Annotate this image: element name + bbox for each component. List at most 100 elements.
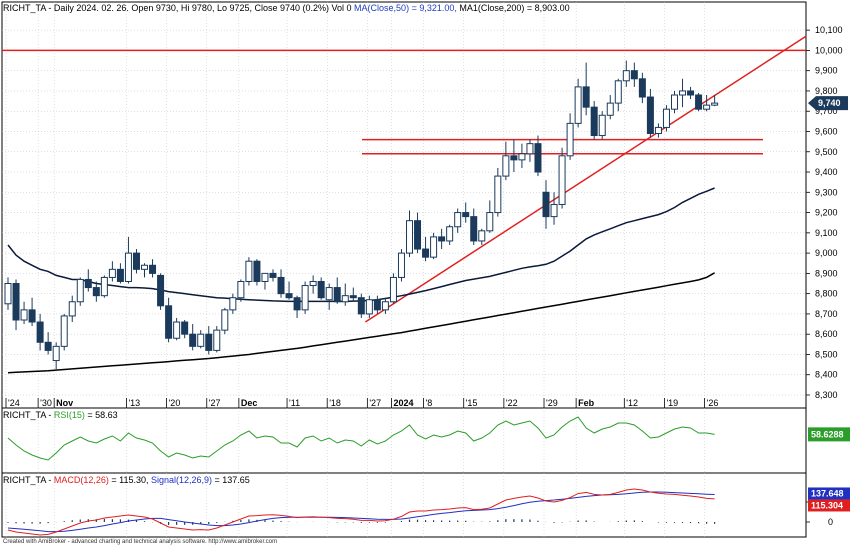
candle-body [149, 264, 157, 274]
candle-body [526, 143, 534, 155]
candle-body [430, 236, 438, 258]
candle-body [446, 226, 454, 242]
price-panel-title: RICHT_TA - Daily 2024. 02. 26. Open 9730… [3, 3, 570, 13]
rsi-panel-title: RICHT_TA - RSI(15) = 58.63 [3, 410, 118, 420]
candle-body [44, 341, 52, 351]
candle-body [582, 86, 590, 108]
candle-body [197, 333, 205, 347]
candle-body [703, 104, 711, 110]
candle-body [711, 102, 719, 106]
price-tick-label: 9,700 [815, 106, 838, 116]
candle-body [76, 278, 84, 303]
candle-body [406, 220, 413, 254]
candle-body [333, 287, 341, 303]
candle-body [189, 333, 197, 347]
candle-body [317, 280, 325, 299]
candle-body [687, 90, 695, 96]
candle-body [462, 212, 470, 218]
grid [1, 1, 807, 538]
rsi-tag-label: 58.6288 [811, 429, 844, 439]
price-tick-label: 10,000 [815, 45, 843, 55]
candle-body [510, 155, 518, 161]
price-tick-label: 8,800 [815, 289, 838, 299]
candle-body [68, 301, 76, 317]
candle-body [28, 309, 36, 323]
candle-body [132, 252, 140, 270]
candle-body [301, 285, 309, 311]
candle-body [422, 248, 430, 258]
candle-body [60, 315, 68, 347]
candle-body [630, 70, 638, 80]
candle-body [534, 143, 542, 173]
candle-body [116, 268, 124, 282]
candle-body [389, 276, 397, 303]
candle-body [397, 252, 405, 278]
macd-panel[interactable] [7, 488, 716, 536]
candle-body [494, 175, 502, 214]
candle-body [558, 155, 566, 205]
rsi-line [7, 416, 715, 461]
candle-body [590, 106, 598, 137]
candle-body [36, 321, 44, 343]
candle-body [365, 299, 373, 315]
candle-body [518, 153, 526, 161]
price-tick-label: 9,900 [815, 66, 838, 76]
time-tick-label: '8 [426, 398, 433, 408]
macd-tick-label: 0 [828, 517, 833, 527]
price-tick-label: 9,500 [815, 147, 838, 157]
time-tick-label: '29 [546, 398, 558, 408]
candle-body [606, 102, 614, 116]
candle-body [100, 276, 108, 297]
candle-body [253, 260, 261, 282]
candle-body [205, 333, 213, 351]
price-frame [1, 1, 807, 409]
candle-body [470, 216, 478, 242]
time-tick-label: '13 [128, 398, 140, 408]
candle-body [124, 252, 132, 282]
macd-line [7, 488, 715, 536]
price-tick-label: 9,800 [815, 86, 838, 96]
axes: 8,300 8,400 8,500 8,600 8,700 8,800 8,900 9,000… [5, 25, 850, 527]
candle-body [357, 297, 365, 315]
candle-body [245, 260, 253, 282]
candle-body [566, 122, 574, 157]
footer-credit: Created with AmiBroker - advanced charti… [3, 539, 277, 545]
candle-body [269, 272, 277, 278]
time-tick-label: '22 [506, 398, 518, 408]
last-price-label: 9,740 [818, 98, 841, 108]
time-tick-label: '27 [369, 398, 381, 408]
ma200-line [7, 272, 715, 374]
rsi-frame [1, 407, 807, 474]
price-tick-label: 8,700 [815, 309, 838, 319]
rsi-tag [808, 427, 850, 442]
time-tick-label: '26 [707, 398, 719, 408]
candle-body [341, 295, 349, 303]
macd-frame [1, 472, 807, 538]
candle-body [670, 94, 678, 110]
time-tick-label: '27 [209, 398, 221, 408]
candle-body [638, 78, 646, 98]
candle-body [221, 309, 229, 331]
candle-body [157, 274, 165, 307]
candle-body [373, 299, 381, 311]
candle-body [261, 272, 269, 282]
candle-body [438, 236, 446, 242]
time-tick-label: '15 [466, 398, 478, 408]
time-tick-label: '20 [169, 398, 181, 408]
macd-tag-label: 115.304 [811, 500, 843, 510]
price-tick-label: 8,400 [815, 370, 838, 380]
rsi-panel[interactable] [7, 416, 715, 461]
candle-body [598, 114, 606, 137]
candle-body [52, 345, 60, 362]
candle-body [502, 155, 510, 177]
candle-body [454, 212, 462, 228]
candle-body [165, 305, 173, 339]
time-tick-label: '18 [329, 398, 341, 408]
price-panel[interactable] [2, 35, 807, 374]
candle-body [325, 287, 333, 301]
candle-body [173, 321, 181, 339]
candle-body [679, 90, 687, 96]
signal-tag-label: 137.648 [811, 488, 844, 498]
candle-body [92, 287, 100, 297]
